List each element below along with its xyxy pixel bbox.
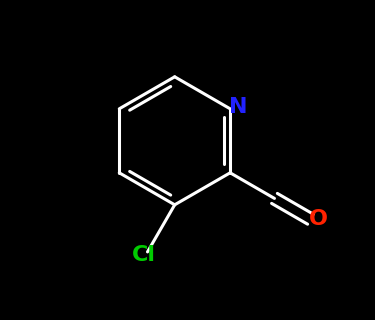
Text: N: N	[229, 97, 248, 117]
Text: O: O	[309, 209, 328, 229]
Text: Cl: Cl	[132, 245, 156, 265]
